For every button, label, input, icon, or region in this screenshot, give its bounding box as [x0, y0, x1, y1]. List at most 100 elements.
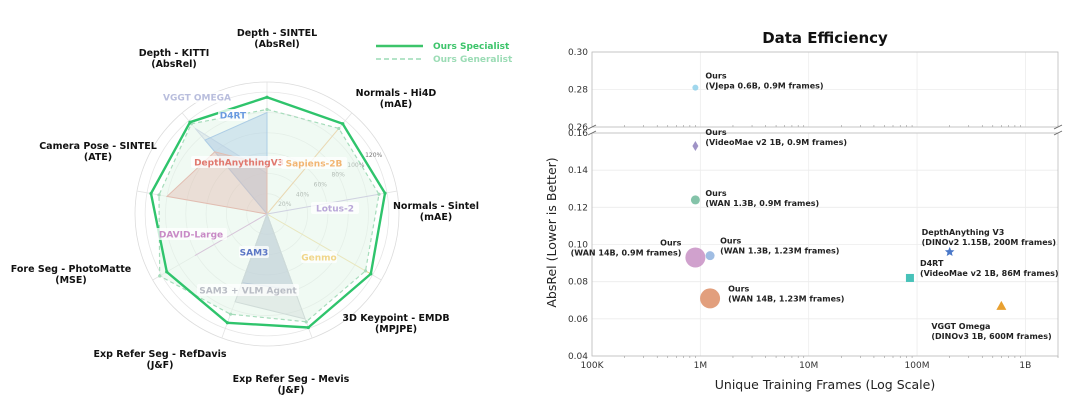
radar-axis-label: (mAE) [420, 212, 452, 223]
radar-point-ours-generalist [363, 269, 368, 273]
radar-label-david-large: DAVID-Large [159, 231, 223, 241]
radar-point-ours-specialist [306, 325, 310, 330]
y-tick-label: 0.06 [568, 315, 588, 325]
radar-point-ours-specialist [341, 122, 345, 126]
radar-point-ours-generalist [337, 126, 341, 131]
y-tick-label: 0.14 [568, 166, 588, 176]
point-ours-wan-14b-0-9m-frames [685, 247, 706, 268]
radar-label-genmo: Genmo [301, 254, 336, 264]
radar-point-ours-generalist [265, 107, 269, 112]
radar-label-box [197, 284, 299, 296]
scatter-chart-svg: Data Efficiency 0.26 0.28 0.30 0.04 0.06 0.08 0… [544, 29, 1063, 392]
radar-axis-label: (mAE) [380, 99, 412, 110]
radar-point-ours-generalist [228, 312, 233, 316]
radar-legend: Ours Specialist Ours Generalist [376, 42, 513, 65]
y-tick-label: 0.26 [568, 123, 588, 133]
radar-label-box [239, 246, 269, 258]
radar-axis-label: (J&F) [147, 360, 174, 371]
radar-axis-label: Exp Refer Seg - RefDavis [94, 349, 227, 360]
radar-label-box [281, 157, 347, 169]
radar-axis-label: (MPJPE) [375, 324, 417, 335]
radar-axis-label: Normals - Sintel [393, 201, 479, 212]
radar-axis-label: Exp Refer Seg - Mevis [233, 374, 350, 385]
point-label: (VideoMae v2 1B, 86M frames) [920, 269, 1059, 278]
y-tick-label: 0.08 [568, 278, 588, 288]
point-d4rt-videomae-v2-1b-86m-frames [905, 273, 914, 282]
radar-axis-label: (AbsRel) [254, 39, 300, 50]
x-tick-label: 1B [1019, 361, 1031, 371]
y-tick-label: 0.28 [568, 86, 588, 96]
radar-label-depthanythingv3: DepthAnythingV3 [194, 159, 284, 169]
point-ours-vjepa-0-6b-0-9m-frames [692, 84, 699, 91]
point-label: (WAN 14B, 1.23M frames) [728, 294, 844, 303]
point-label: Ours [720, 237, 741, 246]
radar-chart-svg: 20%40%60%80%100%120%VGGT OMEGAD4RTDepthA… [11, 28, 513, 396]
y-axis-label: AbsRel (Lower is Better) [544, 157, 559, 307]
radar-label-sam3-vlm-agent: SAM3 + VLM Agent [199, 287, 297, 297]
radar-point-ours-generalist [157, 193, 161, 197]
point-label: (WAN 1.3B, 0.9M frames) [705, 199, 819, 208]
radar-label-box [164, 91, 230, 103]
radar-label-lotus-2: Lotus-2 [316, 205, 354, 215]
point-label: VGGT Omega [931, 322, 990, 331]
radar-point-ours-specialist [188, 120, 192, 124]
radar-label-sapiens-2b: Sapiens-2B [286, 160, 343, 170]
radar-axis-label: Fore Seg - PhotoMatte [11, 264, 131, 275]
x-tick-label: 1M [694, 361, 708, 371]
legend-label-ours-specialist: Ours Specialist [433, 42, 510, 52]
radar-point-ours-specialist [165, 270, 169, 274]
x-tick-label: 100M [905, 361, 930, 371]
radar-tick-label: 120% [365, 152, 382, 159]
y-tick-label: 0.10 [568, 241, 588, 251]
radar-label-d4rt: D4RT [220, 112, 247, 122]
point-label: D4RT [920, 259, 944, 268]
point-label: (DINOv3 1B, 600M frames) [931, 332, 1051, 341]
scatter-chart: Data Efficiency 0.26 0.28 0.30 0.04 0.06 0.08 0… [540, 0, 1080, 403]
scatter-title: Data Efficiency [762, 29, 888, 47]
scatter-grid [591, 51, 1058, 357]
x-tick-label: 10M [799, 361, 818, 371]
radar-label-box [191, 156, 287, 168]
axis-break-mark [1053, 130, 1063, 136]
point-depthanything-v3-dinov2-1-15b-200m-frames [944, 246, 955, 256]
radar-point-ours-specialist [225, 321, 230, 325]
radar-axis-label: (ATE) [84, 152, 112, 163]
point-label: Ours [705, 72, 726, 81]
radar-label-box [311, 202, 359, 214]
point-label: (WAN 1.3B, 1.23M frames) [720, 247, 839, 256]
axis-break-mark [587, 130, 597, 136]
radar-label-sam3: SAM3 [240, 249, 269, 259]
radar-axis-label: Camera Pose - SINTEL [39, 141, 157, 152]
radar-label-box [155, 228, 227, 240]
point-label: (VideoMae v2 1B, 0.9M frames) [705, 138, 847, 147]
point-ours-wan-1-3b-1-23m-frames [705, 251, 715, 261]
point-label: Ours [660, 239, 681, 248]
radar-point-ours-specialist [149, 191, 153, 196]
point-ours-wan-14b-1-23m-frames [700, 288, 721, 309]
radar-label-box [218, 109, 248, 121]
y-tick-label: 0.16 [568, 129, 588, 139]
radar-axis-label: Depth - KITTI [139, 48, 210, 59]
radar-series-ours-specialist [149, 95, 387, 329]
axis-break-mark [587, 124, 597, 130]
y-tick-label: 0.12 [568, 203, 588, 213]
point-ours-wan-1-3b-0-9m-frames [690, 195, 700, 205]
radar-point-ours-generalist [158, 274, 162, 278]
radar-axis-label: (AbsRel) [151, 59, 197, 70]
y-tick-label: 0.04 [568, 352, 588, 362]
radar-point-ours-specialist [265, 95, 269, 99]
y-tick-label: 0.30 [568, 48, 588, 58]
point-label: (WAN 14B, 0.9M frames) [571, 249, 682, 258]
radar-axis-label: Normals - Hi4D [356, 88, 437, 99]
point-ours-videomae-v2-1b-0-9m-frames [692, 141, 699, 152]
lower-axes-frame [591, 132, 1059, 357]
point-label: Ours [705, 128, 726, 137]
legend-label-ours-generalist: Ours Generalist [433, 55, 513, 65]
point-label: DepthAnything V3 [922, 228, 1005, 237]
x-axis-label: Unique Training Frames (Log Scale) [715, 377, 935, 392]
radar-point-ours-generalist [377, 192, 381, 196]
radar-label-vggt-omega: VGGT OMEGA [163, 94, 231, 104]
point-label: Ours [705, 189, 726, 198]
point-label: (DINOv2 1.15B, 200M frames) [922, 238, 1056, 247]
radar-point-ours-specialist [383, 191, 387, 195]
